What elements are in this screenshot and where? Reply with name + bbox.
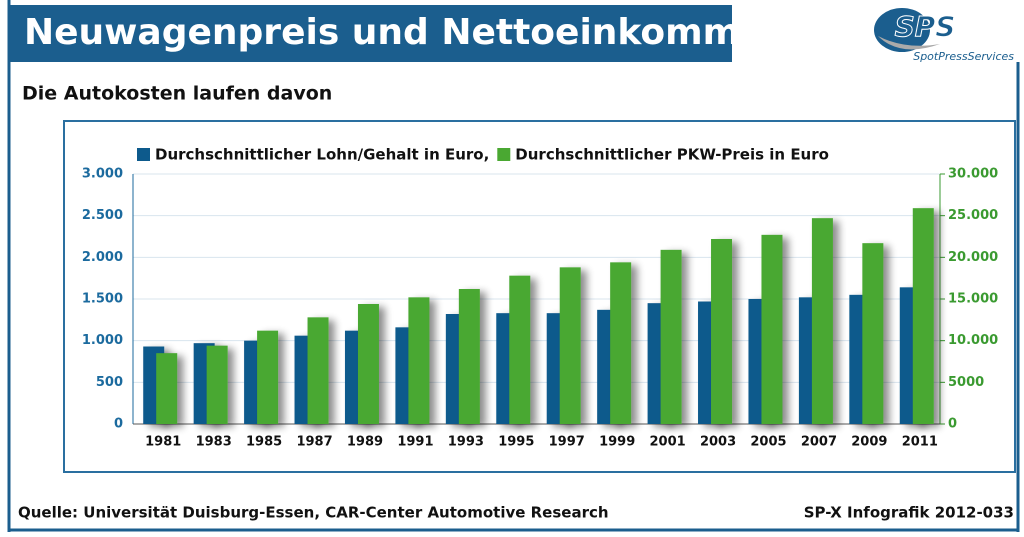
x-tick-label: 2007 [801, 435, 837, 450]
legend-label: Durchschnittlicher PKW-Preis in Euro [515, 146, 829, 164]
y-tick-label: 2.000 [82, 250, 123, 265]
bar [559, 267, 581, 424]
credit: SP-X Infografik 2012-033 [804, 504, 1014, 522]
y2-tick-label: 5000 [948, 375, 984, 390]
x-tick-label: 1989 [347, 435, 383, 450]
y2-tick-label: 30.000 [948, 167, 998, 182]
bar [862, 243, 884, 424]
y-tick-label: 1.500 [82, 292, 123, 307]
bar [206, 345, 228, 424]
bar [257, 330, 279, 424]
bar [509, 275, 531, 424]
bar [156, 353, 178, 424]
y-tick-label: 500 [96, 375, 123, 390]
logo-text: SPS [895, 10, 956, 43]
x-tick-label: 1987 [296, 435, 332, 450]
bar [811, 218, 833, 424]
x-tick-label: 1999 [599, 435, 635, 450]
x-tick-label: 2011 [902, 435, 938, 450]
x-tick-label: 1985 [246, 435, 282, 450]
bar [458, 289, 480, 424]
chart-title: Neuwagenpreis und Nettoeinkommen [24, 12, 790, 53]
y-tick-label: 2.500 [82, 208, 123, 223]
y2-tick-label: 10.000 [948, 333, 998, 348]
bar [307, 317, 329, 424]
y-tick-label: 3.000 [82, 167, 123, 182]
y2-tick-label: 20.000 [948, 250, 998, 265]
x-tick-label: 1983 [196, 435, 232, 450]
legend-swatch [137, 148, 150, 161]
x-tick-label: 1981 [145, 435, 181, 450]
bar [912, 208, 934, 424]
x-tick-label: 2009 [851, 435, 887, 450]
chart-subtitle: Die Autokosten laufen davon [22, 83, 332, 105]
legend-label: Durchschnittlicher Lohn/Gehalt in Euro, [155, 146, 489, 164]
bar [761, 234, 783, 424]
y-tick-label: 0 [114, 417, 123, 432]
bar [408, 297, 430, 424]
logo-tagline: SpotPressServices [913, 50, 1014, 63]
x-tick-label: 2003 [700, 435, 736, 450]
bar [357, 304, 379, 424]
x-tick-label: 1997 [549, 435, 585, 450]
legend-swatch [497, 148, 511, 161]
x-tick-label: 1995 [498, 435, 534, 450]
source: Quelle: Universität Duisburg-Essen, CAR-… [18, 504, 609, 522]
logo-swoosh [878, 36, 940, 50]
x-tick-label: 2005 [750, 435, 786, 450]
x-tick-label: 1991 [397, 435, 433, 450]
y2-tick-label: 25.000 [948, 208, 998, 223]
bar [711, 239, 733, 424]
title-box [8, 5, 732, 62]
y-tick-label: 1.000 [82, 333, 123, 348]
y2-tick-label: 15.000 [948, 292, 998, 307]
x-tick-label: 2001 [650, 435, 686, 450]
y2-tick-label: 0 [948, 417, 957, 432]
x-tick-label: 1993 [448, 435, 484, 450]
bar [610, 262, 632, 424]
bar [660, 249, 682, 424]
